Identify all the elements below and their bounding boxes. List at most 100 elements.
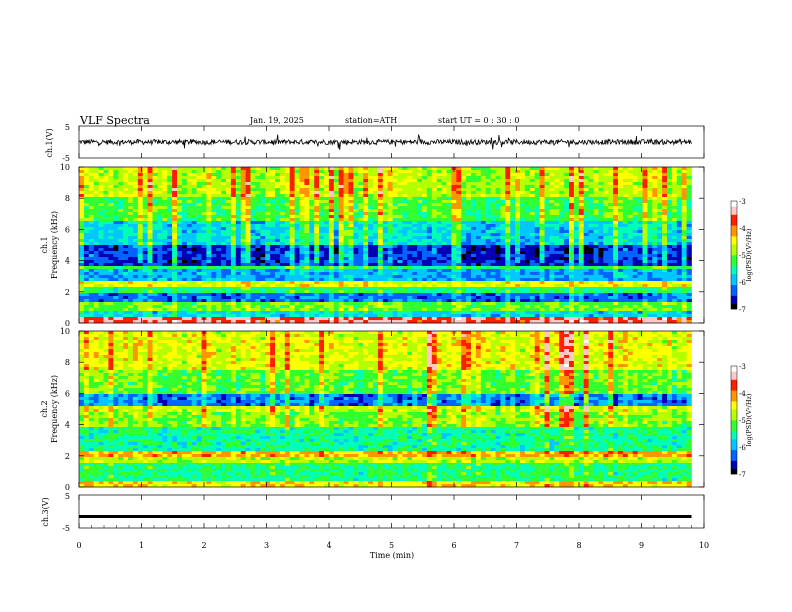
spec1-cell [83,188,90,192]
spec1-cell [309,206,315,210]
spec1-cell [637,266,643,270]
spec1-cell [309,242,315,246]
spec1-cell [118,236,124,240]
spec1-cell [456,170,462,174]
spec1-cell [431,203,437,207]
spec1-cell [441,227,447,231]
spec1-cell [196,278,202,282]
spec1-cell [500,281,506,285]
spec1-cell [377,281,384,285]
spec1-cell [417,200,423,204]
spec1-cell [299,269,305,273]
spec1-cell [407,248,413,252]
spec1-cell [152,236,158,240]
spec1-cell [524,191,531,195]
spec1-cell [216,179,222,183]
spec1-cell [510,215,516,219]
spec1-cell [608,236,614,240]
spec1-cell [348,173,354,177]
spec1-cell [456,218,462,222]
spec1-cell [279,185,286,189]
spec1-cell [196,233,202,237]
spec1-cell [544,278,550,282]
spec1-cell [475,191,482,195]
spec1-cell [255,218,261,222]
spec1-cell [397,170,403,174]
spec1-cell [338,254,344,258]
spec1-cell [108,242,114,246]
spec1-cell [79,191,85,195]
spec1-cell [559,176,565,180]
spec1-cell [113,200,119,204]
spec1-cell [98,278,104,282]
spec1-cell [137,173,143,177]
spec1-cell [569,281,575,285]
spec1-cell [304,272,310,276]
spec1-cell [123,233,129,237]
spec1-cell [147,278,153,282]
spec1-cell [618,236,624,240]
spec1-cell [402,281,408,285]
spec1-cell [284,233,290,237]
spec1-cell [627,263,633,267]
spec1-cell [294,230,300,234]
spec1-cell [255,260,261,264]
spec1-cell [245,209,251,213]
spec1-cell [471,209,477,213]
spec1-cell [480,170,486,174]
spec1-cell [333,245,339,249]
spec1-cell [559,173,565,177]
spec1-cell [108,224,114,228]
spec1-cell [417,176,423,180]
spec1-cell [333,233,339,237]
spec1-cell [226,233,232,237]
spec1-cell [441,221,447,225]
spec1-cell [191,278,197,282]
spec1-cell [83,284,90,288]
spec1-cell [622,257,629,261]
spec1-cell [686,167,692,171]
spec1-cell [118,278,124,282]
spec1-cell [177,167,183,171]
spec1-cell [177,281,183,285]
spec1-cell [294,200,300,204]
spec1-cell [108,194,114,198]
spec1-cell [539,233,545,237]
spec1-cell [466,224,472,228]
spec1-cell [333,269,339,273]
spec1-cell [113,167,119,171]
spec1-cell [382,239,388,243]
spec1-cell [152,242,158,246]
spec1-cell [426,224,433,228]
spec1-cell [358,200,364,204]
spec1-cell [98,245,104,249]
spec1-cell [657,188,663,192]
spec1-cell [108,278,114,282]
spec1-cell [559,245,565,249]
spec1-cell [186,200,192,204]
spec1-cell [221,170,227,174]
spec1-cell [446,245,452,249]
spec1-cell [142,209,148,213]
spec1-cell [603,278,609,282]
spec1-cell [181,182,188,186]
spec1-cell [613,218,619,222]
spec1-cell [177,209,183,213]
spec1-cell [186,212,192,216]
spec1-cell [167,275,173,279]
spec1-cell [113,224,119,228]
spec1-cell [622,281,629,285]
spec1-cell [569,185,575,189]
spec1-cell [534,206,540,210]
spec1-cell [304,242,310,246]
spec1-cell [412,176,418,180]
spec1-cell [191,233,197,237]
spec1-cell [270,257,276,261]
spec1-cell [328,170,335,174]
spec1-cell [549,248,555,252]
spec1-cell [113,233,119,237]
spec1-cell [485,200,491,204]
spec1-cell [422,254,428,258]
spec1-cell [172,212,178,216]
spec1-cell [495,173,501,177]
